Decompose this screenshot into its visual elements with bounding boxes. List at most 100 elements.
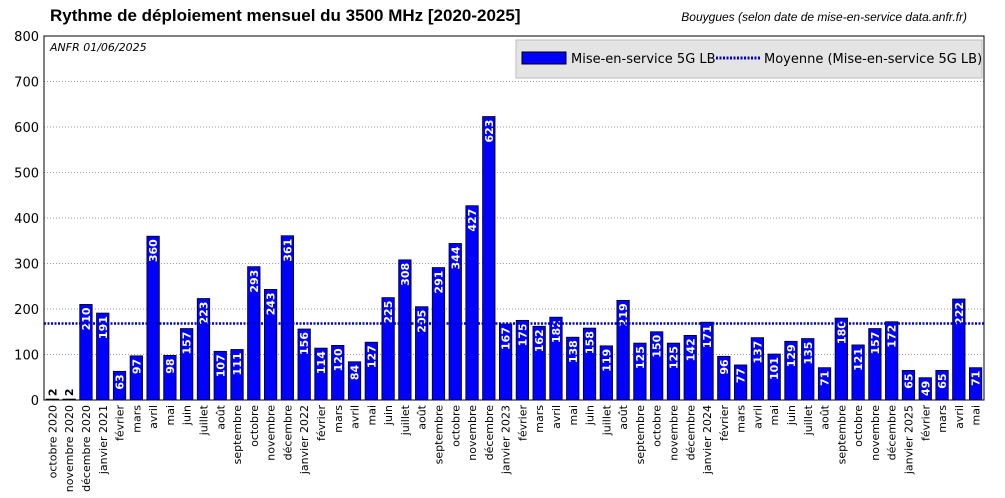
- x-axis-ticks: octobre 2020 novembre 2020 décembre 2020 ja…: [46, 404, 982, 492]
- bar-value-label: 107: [214, 354, 227, 377]
- x-tick-label: mars: [130, 405, 143, 433]
- bar-value-label: 142: [684, 338, 697, 361]
- bar-value-label: 65: [936, 373, 949, 388]
- x-tick-label: janvier 2025: [902, 405, 915, 475]
- x-tick-label: juin: [785, 405, 798, 426]
- bar: [482, 116, 496, 401]
- bar-value-label: 205: [416, 310, 429, 333]
- x-tick-label: mai: [567, 405, 580, 426]
- y-tick-label: 0: [31, 394, 39, 409]
- x-tick-label: mai: [970, 405, 983, 426]
- x-tick-label: octobre: [852, 405, 865, 447]
- x-tick-label: juin: [584, 405, 597, 426]
- y-tick-label: 200: [14, 303, 39, 318]
- bar: [465, 205, 479, 401]
- bar-value-label: 180: [835, 321, 848, 344]
- bar-value-label: 65: [902, 373, 915, 388]
- x-tick-label: octobre 2020: [46, 405, 59, 478]
- bar-value-label: 158: [584, 331, 597, 354]
- bar-value-label: 2: [46, 388, 59, 396]
- y-tick-label: 300: [14, 258, 39, 273]
- x-tick-label: octobre: [449, 405, 462, 447]
- chart-title: Rythme de déploiement mensuel du 3500 MH…: [50, 6, 521, 25]
- x-tick-label: juin: [382, 405, 395, 426]
- bar-value-label: 71: [970, 371, 983, 386]
- x-tick-label: janvier 2024: [701, 405, 714, 475]
- legend-bar-label: Mise-en-service 5G LB: [571, 52, 716, 67]
- x-tick-label: mars: [533, 405, 546, 433]
- x-tick-label: février: [516, 405, 529, 441]
- y-tick-label: 700: [14, 76, 39, 91]
- bar-value-label: 77: [735, 368, 748, 383]
- bar-value-label: 210: [80, 307, 93, 330]
- x-tick-label: septembre: [835, 405, 848, 465]
- bar-value-label: 427: [466, 209, 479, 232]
- x-tick-label: novembre: [466, 405, 479, 461]
- bar-value-label: 135: [802, 342, 815, 365]
- legend-average-label: Moyenne (Mise-en-service 5G LB): [764, 52, 982, 67]
- bar-value-label: 623: [483, 120, 496, 143]
- bar-value-label: 361: [281, 239, 294, 262]
- bar-value-label: 114: [315, 351, 328, 374]
- x-tick-label: août: [214, 404, 227, 429]
- x-tick-label: février: [315, 405, 328, 441]
- y-tick-label: 400: [14, 212, 39, 227]
- x-tick-label: août: [819, 404, 832, 429]
- y-tick-label: 800: [14, 30, 39, 45]
- x-tick-label: septembre: [432, 405, 445, 465]
- bar-value-label: 2: [63, 388, 76, 396]
- x-tick-label: septembre: [231, 405, 244, 465]
- x-tick-label: avril: [550, 405, 563, 429]
- bar-value-label: 71: [819, 371, 832, 386]
- plot-frame: [43, 35, 985, 401]
- bar-value-label: 344: [449, 246, 462, 269]
- x-tick-label: décembre: [684, 405, 697, 461]
- bar-value-label: 157: [181, 332, 194, 355]
- bar-value-label: 101: [768, 357, 781, 380]
- bar-value-label: 84: [349, 364, 362, 380]
- bar-value-label: 98: [164, 358, 177, 373]
- bar-value-label: 138: [567, 340, 580, 363]
- bar-value-label: 137: [751, 341, 764, 364]
- bar-value-label: 172: [886, 325, 899, 348]
- y-tick-label: 100: [14, 349, 39, 364]
- x-tick-label: juin: [181, 405, 194, 426]
- bar-value-label: 125: [667, 346, 680, 369]
- bar-value-label: 222: [953, 302, 966, 325]
- x-tick-label: avril: [147, 405, 160, 429]
- x-tick-label: avril: [751, 405, 764, 429]
- x-tick-label: décembre: [281, 405, 294, 461]
- x-tick-label: octobre: [248, 405, 261, 447]
- y-tick-label: 600: [14, 121, 39, 136]
- x-tick-label: mars: [332, 405, 345, 433]
- x-tick-label: novembre: [667, 405, 680, 461]
- bar-value-label: 156: [298, 332, 311, 355]
- chart-subtitle: Bouygues (selon date de mise-en-service …: [681, 10, 967, 24]
- bar-value-label: 120: [332, 348, 345, 371]
- bar-value-label: 96: [718, 359, 731, 375]
- x-tick-label: novembre 2020: [63, 405, 76, 492]
- x-tick-label: septembre: [634, 405, 647, 465]
- x-tick-label: juillet: [197, 404, 210, 436]
- x-tick-label: octobre: [651, 405, 664, 447]
- bar-value-label: 97: [130, 359, 143, 374]
- x-tick-label: mars: [936, 405, 949, 433]
- x-tick-label: décembre: [886, 405, 899, 461]
- x-tick-label: février: [114, 405, 127, 441]
- bar-value-label: 129: [785, 344, 798, 367]
- x-tick-label: avril: [953, 405, 966, 429]
- x-tick-label: juillet: [600, 404, 613, 436]
- source-note: ANFR 01/06/2025: [49, 41, 147, 54]
- bar-value-label: 157: [869, 332, 882, 355]
- legend-bar-swatch: [521, 51, 567, 65]
- bar-value-label: 243: [265, 292, 278, 315]
- bar-value-label: 121: [852, 348, 865, 371]
- x-tick-label: août: [416, 404, 429, 429]
- x-tick-label: avril: [349, 405, 362, 429]
- bar-value-label: 175: [516, 323, 529, 346]
- bar-value-label: 223: [197, 302, 210, 325]
- x-tick-label: mai: [164, 405, 177, 426]
- bar-value-label: 293: [248, 270, 261, 293]
- x-tick-label: mai: [365, 405, 378, 426]
